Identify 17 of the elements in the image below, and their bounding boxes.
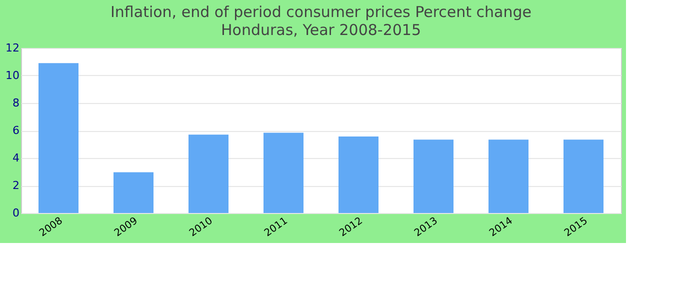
y-tick-label: 6 bbox=[12, 124, 20, 137]
bar bbox=[338, 136, 378, 213]
chart-subtitle: Honduras, Year 2008-2015 bbox=[221, 21, 421, 39]
bar bbox=[188, 134, 228, 213]
y-tick-label: 0 bbox=[12, 206, 20, 220]
y-tick-label: 8 bbox=[12, 96, 20, 110]
bar bbox=[564, 140, 604, 213]
bar bbox=[488, 140, 528, 213]
bar bbox=[414, 140, 454, 213]
y-tick-label: 4 bbox=[12, 152, 20, 164]
bar bbox=[38, 63, 78, 213]
y-tick-label: 12 bbox=[6, 42, 20, 54]
y-tick-label: 2 bbox=[12, 179, 20, 192]
bar bbox=[264, 132, 304, 213]
chart-title: Inflation, end of period consumer prices Percent change bbox=[110, 3, 532, 21]
bar bbox=[114, 172, 154, 213]
y-tick-label: 10 bbox=[6, 69, 20, 82]
